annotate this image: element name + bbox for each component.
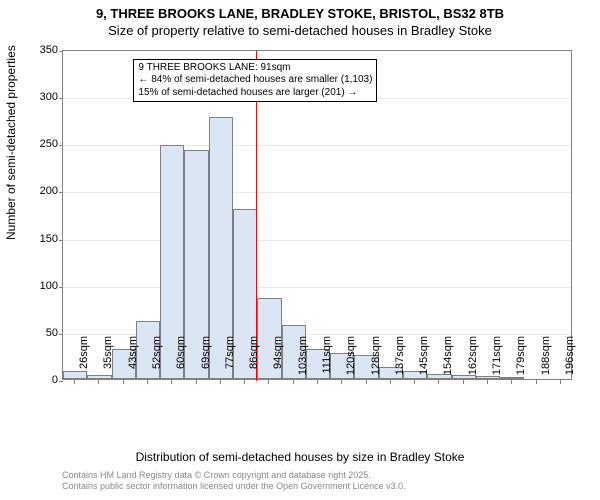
- x-axis-label: Distribution of semi-detached houses by …: [0, 450, 600, 464]
- x-tick-label: 103sqm: [297, 336, 309, 386]
- annotation-line-1: 9 THREE BROOKS LANE: 91sqm: [138, 62, 372, 75]
- y-tick-label: 200: [28, 185, 58, 197]
- x-tick-mark: [463, 380, 464, 384]
- gridline: [63, 240, 571, 241]
- annotation-line-2: ← 84% of semi-detached houses are smalle…: [138, 74, 372, 87]
- footer-line-1: Contains HM Land Registry data © Crown c…: [62, 470, 406, 481]
- footer-attribution: Contains HM Land Registry data © Crown c…: [62, 470, 406, 492]
- x-tick-mark: [171, 380, 172, 384]
- x-tick-label: 128sqm: [370, 336, 382, 386]
- annotation-box: 9 THREE BROOKS LANE: 91sqm← 84% of semi-…: [133, 59, 377, 103]
- x-tick-label: 52sqm: [151, 336, 163, 386]
- x-tick-mark: [220, 380, 221, 384]
- y-tick-label: 100: [28, 280, 58, 292]
- annotation-line-3: 15% of semi-detached houses are larger (…: [138, 87, 372, 100]
- x-tick-label: 111sqm: [321, 336, 333, 386]
- y-tick-label: 350: [28, 44, 58, 56]
- x-tick-mark: [414, 380, 415, 384]
- x-tick-mark: [74, 380, 75, 384]
- footer-line-2: Contains public sector information licen…: [62, 481, 406, 492]
- x-tick-label: 94sqm: [272, 336, 284, 386]
- x-tick-label: 86sqm: [248, 336, 260, 386]
- y-tick-mark: [59, 240, 63, 241]
- chart-container: 9, THREE BROOKS LANE, BRADLEY STOKE, BRI…: [0, 0, 600, 500]
- y-tick-mark: [59, 381, 63, 382]
- x-tick-label: 69sqm: [200, 336, 212, 386]
- y-tick-mark: [59, 145, 63, 146]
- x-tick-label: 171sqm: [491, 336, 503, 386]
- x-tick-mark: [147, 380, 148, 384]
- x-tick-label: 120sqm: [345, 336, 357, 386]
- gridline: [63, 287, 571, 288]
- x-tick-label: 179sqm: [515, 336, 527, 386]
- x-tick-mark: [438, 380, 439, 384]
- y-tick-mark: [59, 98, 63, 99]
- y-tick-label: 150: [28, 233, 58, 245]
- x-tick-mark: [487, 380, 488, 384]
- y-tick-label: 250: [28, 138, 58, 150]
- x-tick-mark: [123, 380, 124, 384]
- x-tick-mark: [560, 380, 561, 384]
- chart-subtitle: Size of property relative to semi-detach…: [0, 23, 600, 38]
- x-tick-mark: [196, 380, 197, 384]
- gridline: [63, 192, 571, 193]
- x-tick-label: 137sqm: [394, 336, 406, 386]
- x-tick-mark: [511, 380, 512, 384]
- x-tick-mark: [536, 380, 537, 384]
- x-tick-label: 35sqm: [102, 336, 114, 386]
- y-tick-mark: [59, 51, 63, 52]
- y-tick-mark: [59, 287, 63, 288]
- x-tick-mark: [268, 380, 269, 384]
- x-tick-mark: [98, 380, 99, 384]
- x-tick-label: 162sqm: [467, 336, 479, 386]
- x-tick-label: 43sqm: [127, 336, 139, 386]
- x-tick-mark: [341, 380, 342, 384]
- y-tick-label: 300: [28, 91, 58, 103]
- x-tick-label: 145sqm: [418, 336, 430, 386]
- y-tick-label: 0: [28, 374, 58, 386]
- x-tick-mark: [366, 380, 367, 384]
- x-tick-label: 26sqm: [78, 336, 90, 386]
- y-axis-label: Number of semi-detached properties: [4, 45, 18, 240]
- x-tick-mark: [317, 380, 318, 384]
- x-tick-label: 60sqm: [175, 336, 187, 386]
- gridline: [63, 145, 571, 146]
- chart-area: 9 THREE BROOKS LANE: 91sqm← 84% of semi-…: [62, 50, 572, 430]
- x-tick-label: 188sqm: [540, 336, 552, 386]
- x-tick-label: 77sqm: [224, 336, 236, 386]
- x-tick-mark: [244, 380, 245, 384]
- plot-region: 9 THREE BROOKS LANE: 91sqm← 84% of semi-…: [62, 50, 572, 380]
- chart-title: 9, THREE BROOKS LANE, BRADLEY STOKE, BRI…: [0, 0, 600, 23]
- y-tick-mark: [59, 334, 63, 335]
- x-tick-label: 196sqm: [564, 336, 576, 386]
- x-tick-mark: [293, 380, 294, 384]
- y-tick-mark: [59, 192, 63, 193]
- x-tick-mark: [390, 380, 391, 384]
- y-tick-label: 50: [28, 327, 58, 339]
- x-tick-label: 154sqm: [442, 336, 454, 386]
